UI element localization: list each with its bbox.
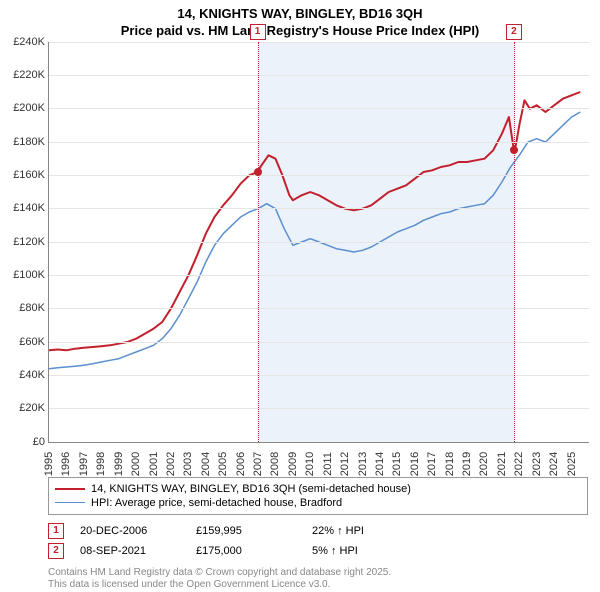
event-date: 20-DEC-2006	[80, 525, 180, 537]
gridline	[49, 175, 589, 176]
y-axis-tick-label: £200K	[3, 102, 45, 114]
event-table: 1 20-DEC-2006 £159,995 22% ↑ HPI 2 08-SEP-202…	[48, 521, 588, 561]
x-axis-tick-label: 2015	[391, 452, 403, 476]
event-row: 1 20-DEC-2006 £159,995 22% ↑ HPI	[48, 521, 588, 541]
legend-swatch	[55, 502, 85, 503]
y-axis-tick-label: £40K	[3, 369, 45, 381]
gridline	[49, 108, 589, 109]
y-axis-tick-label: £160K	[3, 169, 45, 181]
x-axis-tick-label: 1999	[113, 452, 125, 476]
x-axis-tick-label: 2020	[478, 452, 490, 476]
x-axis-tick-label: 2003	[182, 452, 194, 476]
x-axis-tick-label: 2004	[200, 452, 212, 476]
y-axis-tick-label: £220K	[3, 69, 45, 81]
x-axis-tick-label: 1995	[43, 452, 55, 476]
x-axis-tick-label: 2008	[269, 452, 281, 476]
legend-item: HPI: Average price, semi-detached house,…	[55, 496, 581, 510]
legend-box: 14, KNIGHTS WAY, BINGLEY, BD16 3QH (semi…	[48, 477, 588, 515]
y-axis-tick-label: £0	[3, 436, 45, 448]
x-axis-tick-label: 2006	[235, 452, 247, 476]
event-date: 08-SEP-2021	[80, 545, 180, 557]
x-axis-tick-label: 2005	[217, 452, 229, 476]
event-number-badge: 1	[48, 523, 64, 539]
y-axis-tick-label: £100K	[3, 269, 45, 281]
event-marker-dot	[510, 146, 518, 154]
x-axis-tick-label: 2024	[548, 452, 560, 476]
gridline	[49, 342, 589, 343]
series-line-hpi	[49, 112, 580, 369]
gridline	[49, 208, 589, 209]
legend-label: HPI: Average price, semi-detached house,…	[91, 497, 342, 509]
x-axis-tick-label: 2001	[148, 452, 160, 476]
x-axis-tick-label: 2013	[357, 452, 369, 476]
gridline	[49, 142, 589, 143]
x-axis-tick-label: 1998	[95, 452, 107, 476]
y-axis-tick-label: £240K	[3, 36, 45, 48]
footer-attribution: Contains HM Land Registry data © Crown c…	[48, 567, 588, 592]
x-axis-tick-label: 2002	[165, 452, 177, 476]
x-axis-tick-label: 2012	[339, 452, 351, 476]
event-delta: 22% ↑ HPI	[312, 525, 412, 537]
y-axis-tick-label: £140K	[3, 202, 45, 214]
gridline	[49, 75, 589, 76]
event-price: £175,000	[196, 545, 296, 557]
x-axis-tick-label: 2023	[531, 452, 543, 476]
x-axis-tick-label: 2021	[496, 452, 508, 476]
legend-swatch	[55, 488, 85, 490]
legend-label: 14, KNIGHTS WAY, BINGLEY, BD16 3QH (semi…	[91, 483, 411, 495]
x-axis-tick-label: 2000	[130, 452, 142, 476]
x-axis-tick-label: 1996	[60, 452, 72, 476]
gridline	[49, 308, 589, 309]
x-axis-tick-label: 2022	[513, 452, 525, 476]
x-axis-tick-label: 2009	[287, 452, 299, 476]
event-number-badge: 2	[48, 543, 64, 559]
footer-line2: This data is licensed under the Open Gov…	[48, 579, 588, 592]
x-axis-tick-label: 2011	[322, 452, 334, 476]
event-delta: 5% ↑ HPI	[312, 545, 412, 557]
gridline	[49, 242, 589, 243]
x-axis-tick-label: 2017	[426, 452, 438, 476]
event-marker-line	[258, 42, 259, 442]
y-axis-tick-label: £120K	[3, 236, 45, 248]
x-axis-tick-label: 2016	[409, 452, 421, 476]
title-line1: 14, KNIGHTS WAY, BINGLEY, BD16 3QH	[0, 6, 600, 23]
legend-item: 14, KNIGHTS WAY, BINGLEY, BD16 3QH (semi…	[55, 482, 581, 496]
gridline	[49, 408, 589, 409]
event-marker-line	[514, 42, 515, 442]
event-marker-badge: 2	[506, 24, 522, 40]
gridline	[49, 275, 589, 276]
gridline	[49, 375, 589, 376]
series-line-price_paid	[49, 92, 580, 350]
y-axis-tick-label: £180K	[3, 136, 45, 148]
event-price: £159,995	[196, 525, 296, 537]
footer-line1: Contains HM Land Registry data © Crown c…	[48, 567, 588, 580]
x-axis-tick-label: 2019	[461, 452, 473, 476]
x-axis-tick-label: 2010	[304, 452, 316, 476]
y-axis-tick-label: £20K	[3, 402, 45, 414]
event-marker-badge: 1	[250, 24, 266, 40]
x-axis-tick-label: 2007	[252, 452, 264, 476]
x-axis-tick-label: 2014	[374, 452, 386, 476]
y-axis-tick-label: £60K	[3, 336, 45, 348]
x-axis-tick-label: 2025	[566, 452, 578, 476]
event-row: 2 08-SEP-2021 £175,000 5% ↑ HPI	[48, 541, 588, 561]
chart-plot-area: £0£20K£40K£60K£80K£100K£120K£140K£160K£1…	[48, 42, 589, 443]
event-marker-dot	[254, 168, 262, 176]
x-axis-tick-label: 1997	[78, 452, 90, 476]
gridline	[49, 42, 589, 43]
x-axis-tick-label: 2018	[444, 452, 456, 476]
y-axis-tick-label: £80K	[3, 302, 45, 314]
